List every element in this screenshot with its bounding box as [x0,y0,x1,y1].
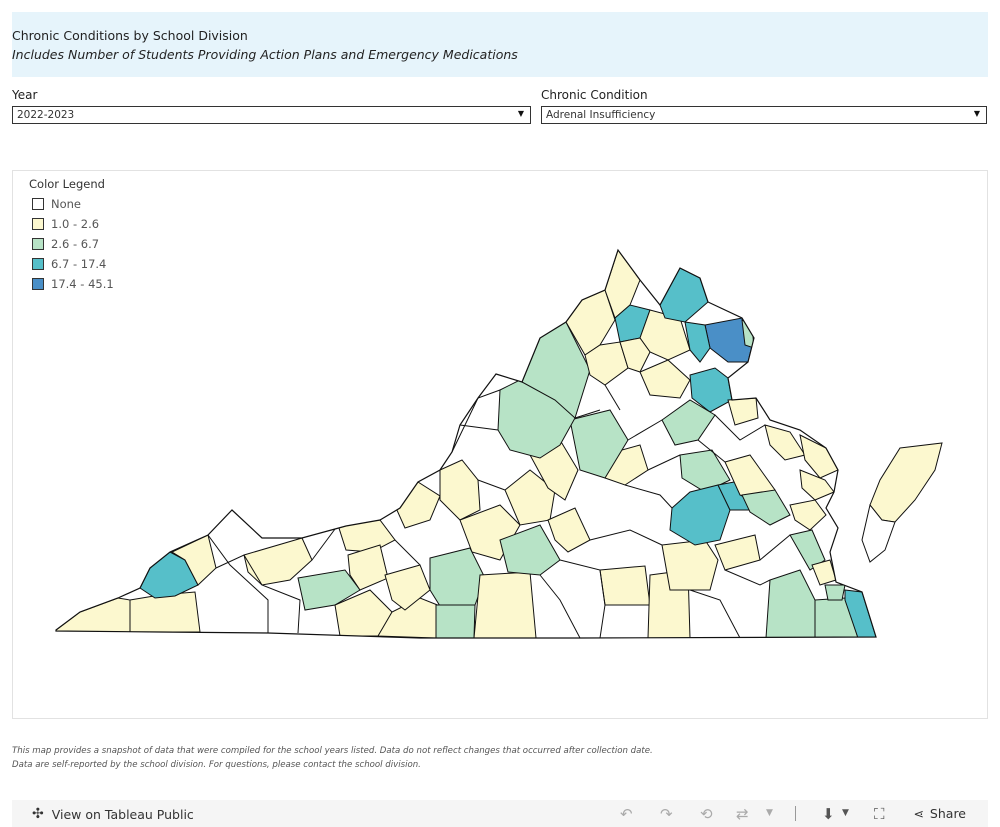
legend-label: 1.0 - 2.6 [51,217,100,231]
footnote-line-1: This map provides a snapshot of data tha… [12,746,653,756]
region-albemarle[interactable] [569,409,629,479]
region-halifax[interactable] [599,565,651,606]
condition-filter-label: Chronic Condition [541,88,648,102]
region-northampton[interactable] [861,503,896,563]
region-bedford[interactable] [547,507,591,553]
border-line [697,439,726,463]
year-filter-label: Year [12,88,38,102]
dashboard-subtitle: Includes Number of Students Providing Ac… [12,47,518,62]
border-line [477,479,506,491]
region-botetourt[interactable] [504,469,556,526]
undo-icon[interactable]: ↶ [620,805,633,823]
region-rappahannock[interactable] [619,337,651,373]
map-regions [56,250,876,638]
region-craig[interactable] [439,459,481,521]
refresh-dropdown-icon[interactable]: ▼ [766,808,773,818]
region-york[interactable] [789,529,826,571]
legend-label: 6.7 - 17.4 [51,257,107,271]
legend-label: None [51,197,82,211]
region-prince-william[interactable] [684,321,711,363]
border-line [714,414,766,441]
footnote-line-2: Data are self-reported by the school div… [12,760,421,770]
region-norfolk[interactable] [824,584,846,601]
border-line [559,559,606,638]
share-icon: ⋖ [913,806,924,821]
region-henry[interactable] [473,571,537,638]
legend-swatch [32,198,44,210]
download-dropdown-icon[interactable]: ▼ [842,808,849,818]
border-line [207,534,269,633]
border-line [759,534,791,561]
region-scott[interactable] [129,591,201,633]
tableau-logo-icon: ✣ [32,806,44,822]
border-line [574,409,601,419]
legend-label: 17.4 - 45.1 [51,277,114,291]
border-line [311,524,339,561]
region-lancaster[interactable] [799,469,835,501]
border-line [459,424,499,431]
region-accomack[interactable] [869,442,943,523]
legend-swatch [32,278,44,290]
dropdown-arrow-icon: ▼ [517,109,524,118]
download-icon[interactable]: ⬇ [822,805,835,823]
division-borders [207,384,791,638]
share-button[interactable]: ⋖ Share [913,806,966,821]
border-line [689,589,741,638]
condition-filter-value: Adrenal Insufficiency [546,109,656,121]
year-filter-value: 2022-2023 [17,109,75,121]
share-label: Share [929,806,966,821]
legend-label: 2.6 - 6.7 [51,237,100,251]
region-pulaski[interactable] [384,564,431,611]
revert-icon[interactable]: ⟲ [700,805,713,823]
region-patrick[interactable] [435,604,476,638]
region-franklin[interactable] [499,524,561,576]
view-on-tableau-label: View on Tableau Public [51,806,194,822]
region-spotsylvania[interactable] [661,399,716,446]
border-line [647,454,681,471]
condition-filter-dropdown[interactable]: Adrenal Insufficiency ▼ [541,106,987,124]
legend-swatch [32,218,44,230]
region-wythe[interactable] [347,544,389,591]
region-mathews[interactable] [789,499,827,531]
border-line [624,484,673,509]
dashboard-header: Chronic Conditions by School Division In… [12,12,988,77]
legend-swatch [32,258,44,270]
year-filter-dropdown[interactable]: 2022-2023 ▼ [12,106,531,124]
virginia-outline [55,248,877,639]
region-nottoway[interactable] [661,539,719,591]
tableau-toolbar: ✣ View on Tableau Public ↶ ↷ ⟲ ⇄ ▼ ⬇ ▼ ⛶… [12,800,988,827]
border-line [394,539,421,566]
dashboard-title: Chronic Conditions by School Division [12,28,248,43]
refresh-icon[interactable]: ⇄ [736,805,749,823]
border-line [604,384,621,411]
toolbar-divider [795,806,796,821]
view-on-tableau-link[interactable]: ✣ View on Tableau Public [32,806,194,822]
fullscreen-icon[interactable]: ⛶ [874,805,885,823]
region-charles-city[interactable] [741,489,791,526]
dropdown-arrow-icon: ▼ [973,109,980,118]
border-line [627,419,663,441]
region-lee[interactable] [56,597,131,633]
legend-title: Color Legend [29,177,105,191]
region-northumberland[interactable] [799,434,839,479]
region-smyth[interactable] [297,569,361,611]
region-westmoreland[interactable] [764,424,806,461]
region-culpeper[interactable] [639,359,691,399]
redo-icon[interactable]: ↷ [660,805,673,823]
border-line [589,529,663,546]
border-line [215,554,301,634]
legend-swatch [32,238,44,250]
border-line [724,569,771,586]
border-line [539,574,581,638]
